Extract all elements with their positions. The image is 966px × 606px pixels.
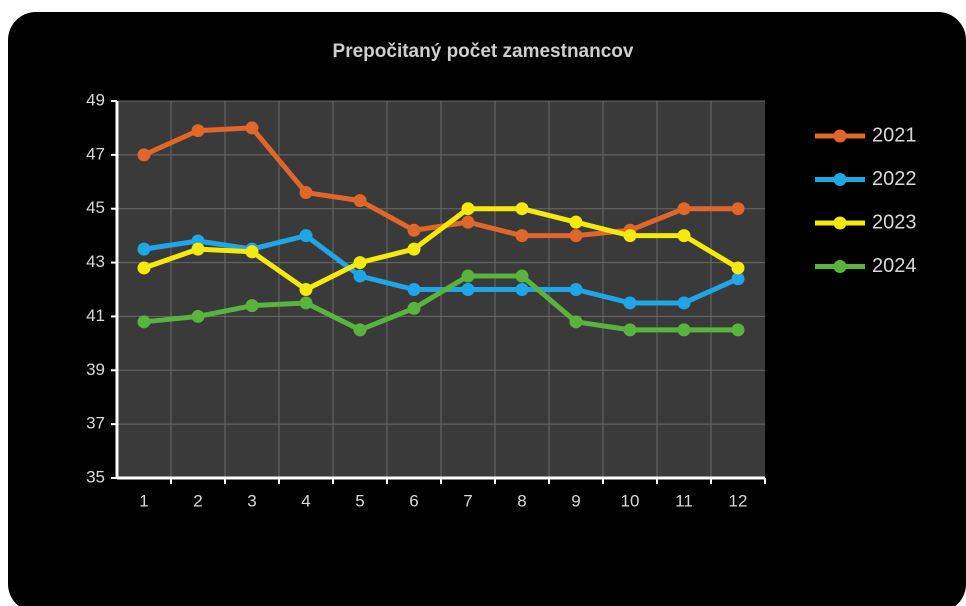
x-tick-label: 7 [463,491,472,510]
point [245,121,259,135]
y-tick-label: 47 [86,144,105,163]
x-tick-label: 10 [621,491,640,510]
x-tick-label: 1 [139,491,148,510]
point [191,309,205,323]
point [461,215,475,229]
legend-label: 2021 [872,124,917,146]
series-line [143,206,740,292]
point [137,315,151,329]
point [569,229,583,243]
point [677,229,691,243]
point [569,283,583,296]
point [461,269,475,283]
point [569,215,583,229]
x-tick-label: 3 [247,491,256,510]
legend-label: 2023 [872,211,917,233]
point [515,202,529,216]
y-tick-label: 37 [86,414,105,433]
point [407,283,421,296]
point [299,229,313,243]
y-tick-label: 39 [86,360,105,379]
point [353,269,367,283]
point [461,283,475,296]
y-tick-label: 41 [86,306,105,325]
point [353,256,367,270]
point [569,315,583,329]
x-tick-label: 9 [571,491,580,510]
x-tick-label: 4 [301,491,310,510]
point [407,223,421,237]
point [623,323,637,337]
x-tick-label: 2 [193,491,202,510]
point [677,323,691,337]
point [353,194,367,208]
y-tick-label: 49 [86,90,105,109]
x-tick-label: 8 [517,491,526,510]
point [731,261,745,275]
point [245,245,259,259]
point [731,272,745,286]
point [299,283,313,296]
y-tick-label: 43 [86,252,105,271]
point [191,124,205,138]
point [731,202,745,216]
point [407,242,421,256]
point [731,323,745,337]
y-tick-label: 35 [86,467,105,486]
chart-title: Prepočitaný počet zamestnancov [333,41,634,62]
point [623,229,637,243]
legend-marker [833,260,847,273]
point [407,301,421,315]
point [137,242,151,256]
point [299,296,313,310]
x-tick-label: 12 [729,491,748,510]
legend-label: 2022 [872,168,917,190]
y-tick-label: 45 [86,198,105,217]
point [461,202,475,216]
point [677,296,691,310]
point [245,299,259,313]
point [515,283,529,296]
point [353,323,367,337]
point [137,148,151,162]
legend-marker [833,173,847,186]
point [299,186,313,200]
point [623,296,637,310]
point [515,269,529,283]
legend-marker [833,216,847,230]
point [515,229,529,243]
point [677,202,691,216]
x-tick-label: 5 [355,491,364,510]
legend-marker [833,129,847,143]
x-tick-label: 6 [409,491,418,510]
x-tick-label: 11 [675,491,693,510]
series-line [143,273,738,333]
legend-label: 2024 [872,255,917,277]
point [137,261,151,275]
point [191,242,205,256]
